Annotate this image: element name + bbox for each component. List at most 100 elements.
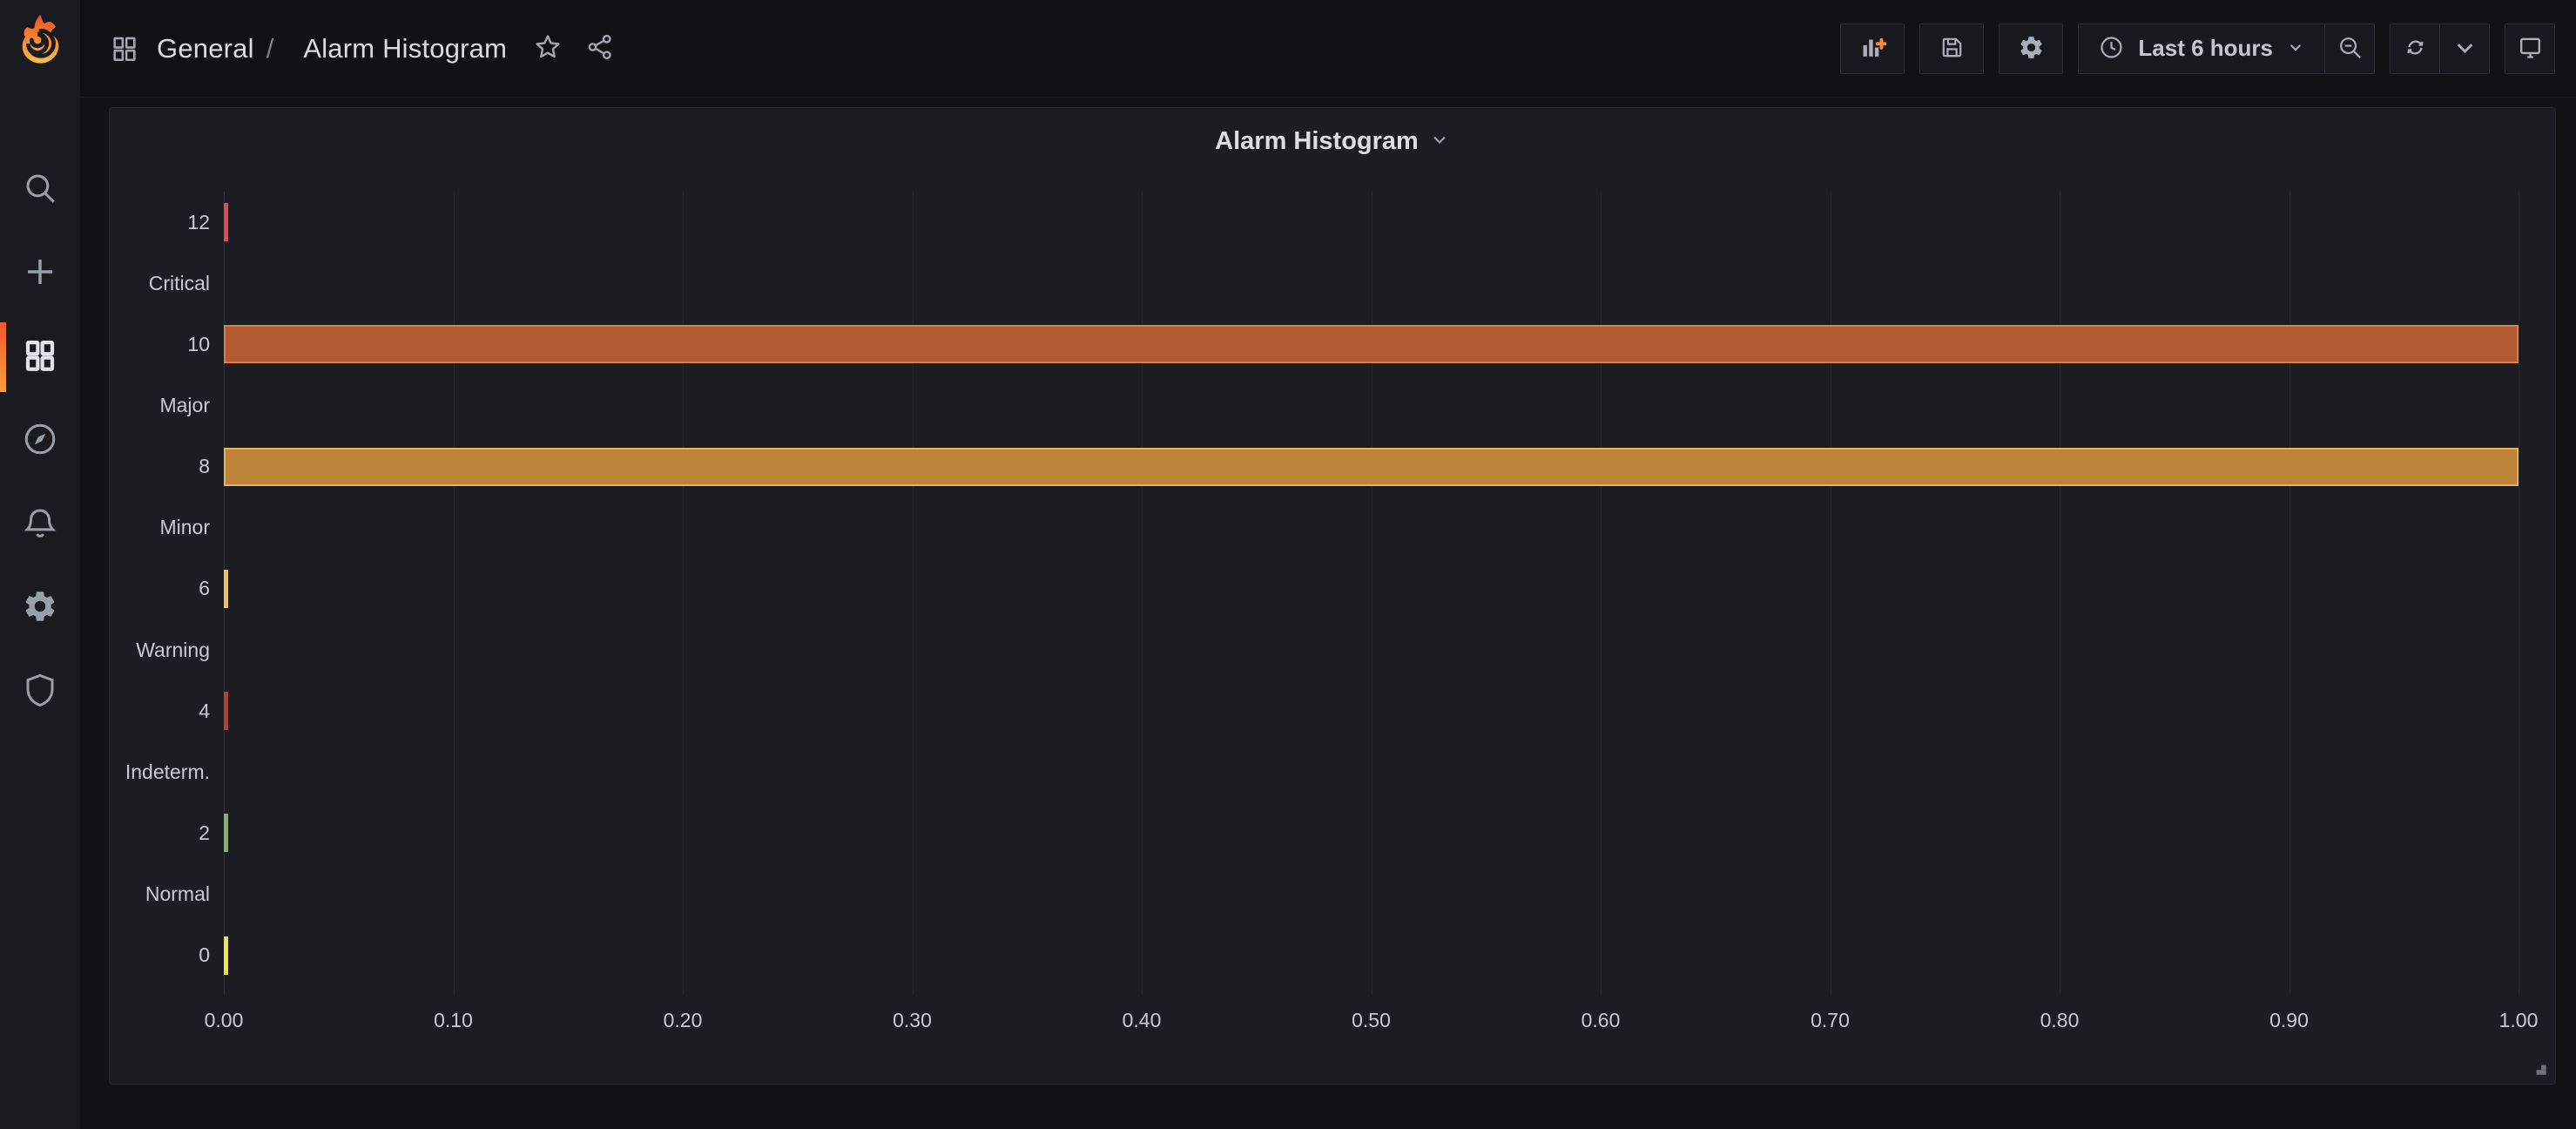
y-axis-label: 0 (199, 943, 210, 967)
x-axis-tick-label: 0.10 (434, 1009, 473, 1031)
gridline (2289, 192, 2290, 995)
refresh-interval-dropdown[interactable] (2439, 23, 2490, 74)
chart-row: Minor (159, 497, 2519, 558)
gridline (453, 192, 455, 995)
bell-icon (22, 504, 58, 545)
sidebar-item-search[interactable] (0, 148, 80, 232)
x-axis-tick-label: 0.80 (2040, 1009, 2080, 1031)
chart-row: Critical (149, 253, 2519, 314)
y-axis-label: Normal (145, 882, 210, 906)
chart-row: 10 (187, 314, 2519, 375)
sidebar-item-create[interactable] (0, 232, 80, 315)
breadcrumb: General / Alarm Histogram (110, 32, 615, 64)
search-icon (22, 170, 58, 211)
gridline (1142, 192, 1143, 995)
chart-row: 12 (187, 192, 2519, 253)
time-range-group: Last 6 hours (2078, 23, 2375, 74)
y-axis-label: 6 (199, 577, 210, 600)
star-icon (533, 32, 563, 64)
toolbar: Last 6 hours (1840, 23, 2555, 74)
breadcrumb-page-title[interactable]: Alarm Histogram (303, 32, 508, 64)
gridline (1601, 192, 1602, 995)
refresh-button[interactable] (2390, 23, 2440, 74)
y-axis-label: 10 (187, 332, 210, 355)
chevron-down-icon (1429, 129, 1450, 154)
bar-6[interactable] (224, 569, 229, 608)
save-dashboard-button[interactable] (1919, 23, 1985, 74)
plus-icon (22, 254, 58, 294)
save-icon (1939, 34, 1966, 64)
chart-row: 4 (199, 680, 2519, 741)
breadcrumb-separator: / (266, 32, 274, 64)
alarm-histogram-panel: Alarm Histogram 12 Critical 10 Major 8 Minor 6… (109, 107, 2556, 1085)
chart-row: Major (159, 375, 2519, 436)
refresh-group (2390, 23, 2490, 74)
grafana-logo-icon[interactable] (13, 12, 67, 66)
bar-rows: 12 Critical 10 Major 8 Minor 6 Warning 4 Indeterm… (125, 192, 2519, 986)
y-axis-label: Warning (136, 638, 210, 661)
gear-icon (22, 588, 58, 629)
favorite-star-button[interactable] (533, 32, 563, 64)
bar-12[interactable] (224, 203, 229, 242)
sidebar-item-configuration[interactable] (0, 566, 80, 650)
kiosk-mode-button[interactable] (2505, 23, 2555, 74)
share-icon (585, 32, 615, 64)
chart-row: Warning (136, 619, 2519, 680)
breadcrumb-section[interactable]: General (157, 32, 254, 64)
zoom-out-icon (2337, 34, 2364, 64)
x-axis-tick-label: 0.60 (1581, 1009, 1621, 1031)
panel-header[interactable]: Alarm Histogram (110, 108, 2555, 174)
bar-2[interactable] (224, 814, 229, 853)
shield-icon (22, 672, 58, 713)
sidebar-item-dashboards[interactable] (0, 315, 80, 399)
x-axis-tick-label: 0.20 (663, 1009, 703, 1031)
add-panel-icon (1859, 34, 1887, 64)
x-axis-tick-label: 0.90 (2269, 1009, 2309, 1031)
gridline (683, 192, 684, 995)
chart-row: Indeterm. (125, 741, 2519, 802)
zoom-out-time-button[interactable] (2324, 23, 2375, 74)
dashboard-settings-button[interactable] (1999, 23, 2064, 74)
top-nav: General / Alarm Histogram (80, 0, 2576, 98)
y-axis-label: Minor (159, 516, 210, 539)
sidebar-item-explore[interactable] (0, 399, 80, 483)
x-axis-tick-label: 0.50 (1352, 1009, 1391, 1031)
bar-0[interactable] (224, 936, 229, 975)
y-axis-label: 4 (199, 699, 210, 722)
sidebar-item-server-admin[interactable] (0, 650, 80, 734)
bar-8[interactable] (224, 447, 2519, 486)
y-axis-label: Major (159, 393, 210, 416)
x-axis-tick-label: 0.40 (1122, 1009, 1162, 1031)
x-axis-tick-label: 0.30 (893, 1009, 932, 1031)
y-axis-label: 8 (199, 455, 210, 478)
sidebar (0, 0, 80, 1129)
x-axis-tick-label: 0.70 (1811, 1009, 1850, 1031)
main-area: General / Alarm Histogram (80, 0, 2576, 1129)
time-range-label: Last 6 hours (2138, 35, 2273, 61)
x-axis-tick-label: 0.00 (204, 1009, 244, 1031)
share-dashboard-button[interactable] (585, 32, 615, 64)
gridline (912, 192, 914, 995)
add-panel-button[interactable] (1840, 23, 1905, 74)
chevron-down-icon (2286, 37, 2305, 59)
panel-resize-handle[interactable] (2532, 1061, 2548, 1077)
chart-row: 6 (199, 558, 2519, 619)
panel-title: Alarm Histogram (1215, 126, 1419, 155)
sidebar-item-alerting[interactable] (0, 483, 80, 566)
y-axis-label: 12 (187, 210, 210, 233)
clock-icon (2098, 34, 2125, 64)
y-axis-label: Indeterm. (125, 760, 210, 783)
sidebar-menu (0, 148, 80, 734)
bar-4[interactable] (224, 692, 229, 731)
chart-row: 8 (199, 436, 2519, 497)
bar-10[interactable] (224, 325, 2519, 364)
time-range-picker[interactable]: Last 6 hours (2078, 23, 2325, 74)
plot-area: 12 Critical 10 Major 8 Minor 6 Warning 4 Indeterm… (125, 192, 2519, 995)
x-axis-tick-label: 1.00 (2498, 1009, 2539, 1031)
compass-icon (22, 421, 58, 462)
dashboard-canvas: Alarm Histogram 12 Critical 10 Major 8 Minor 6… (80, 98, 2576, 1129)
y-axis-label: 2 (199, 821, 210, 844)
dashboards-grid-icon (22, 337, 58, 378)
refresh-icon (2402, 34, 2429, 64)
